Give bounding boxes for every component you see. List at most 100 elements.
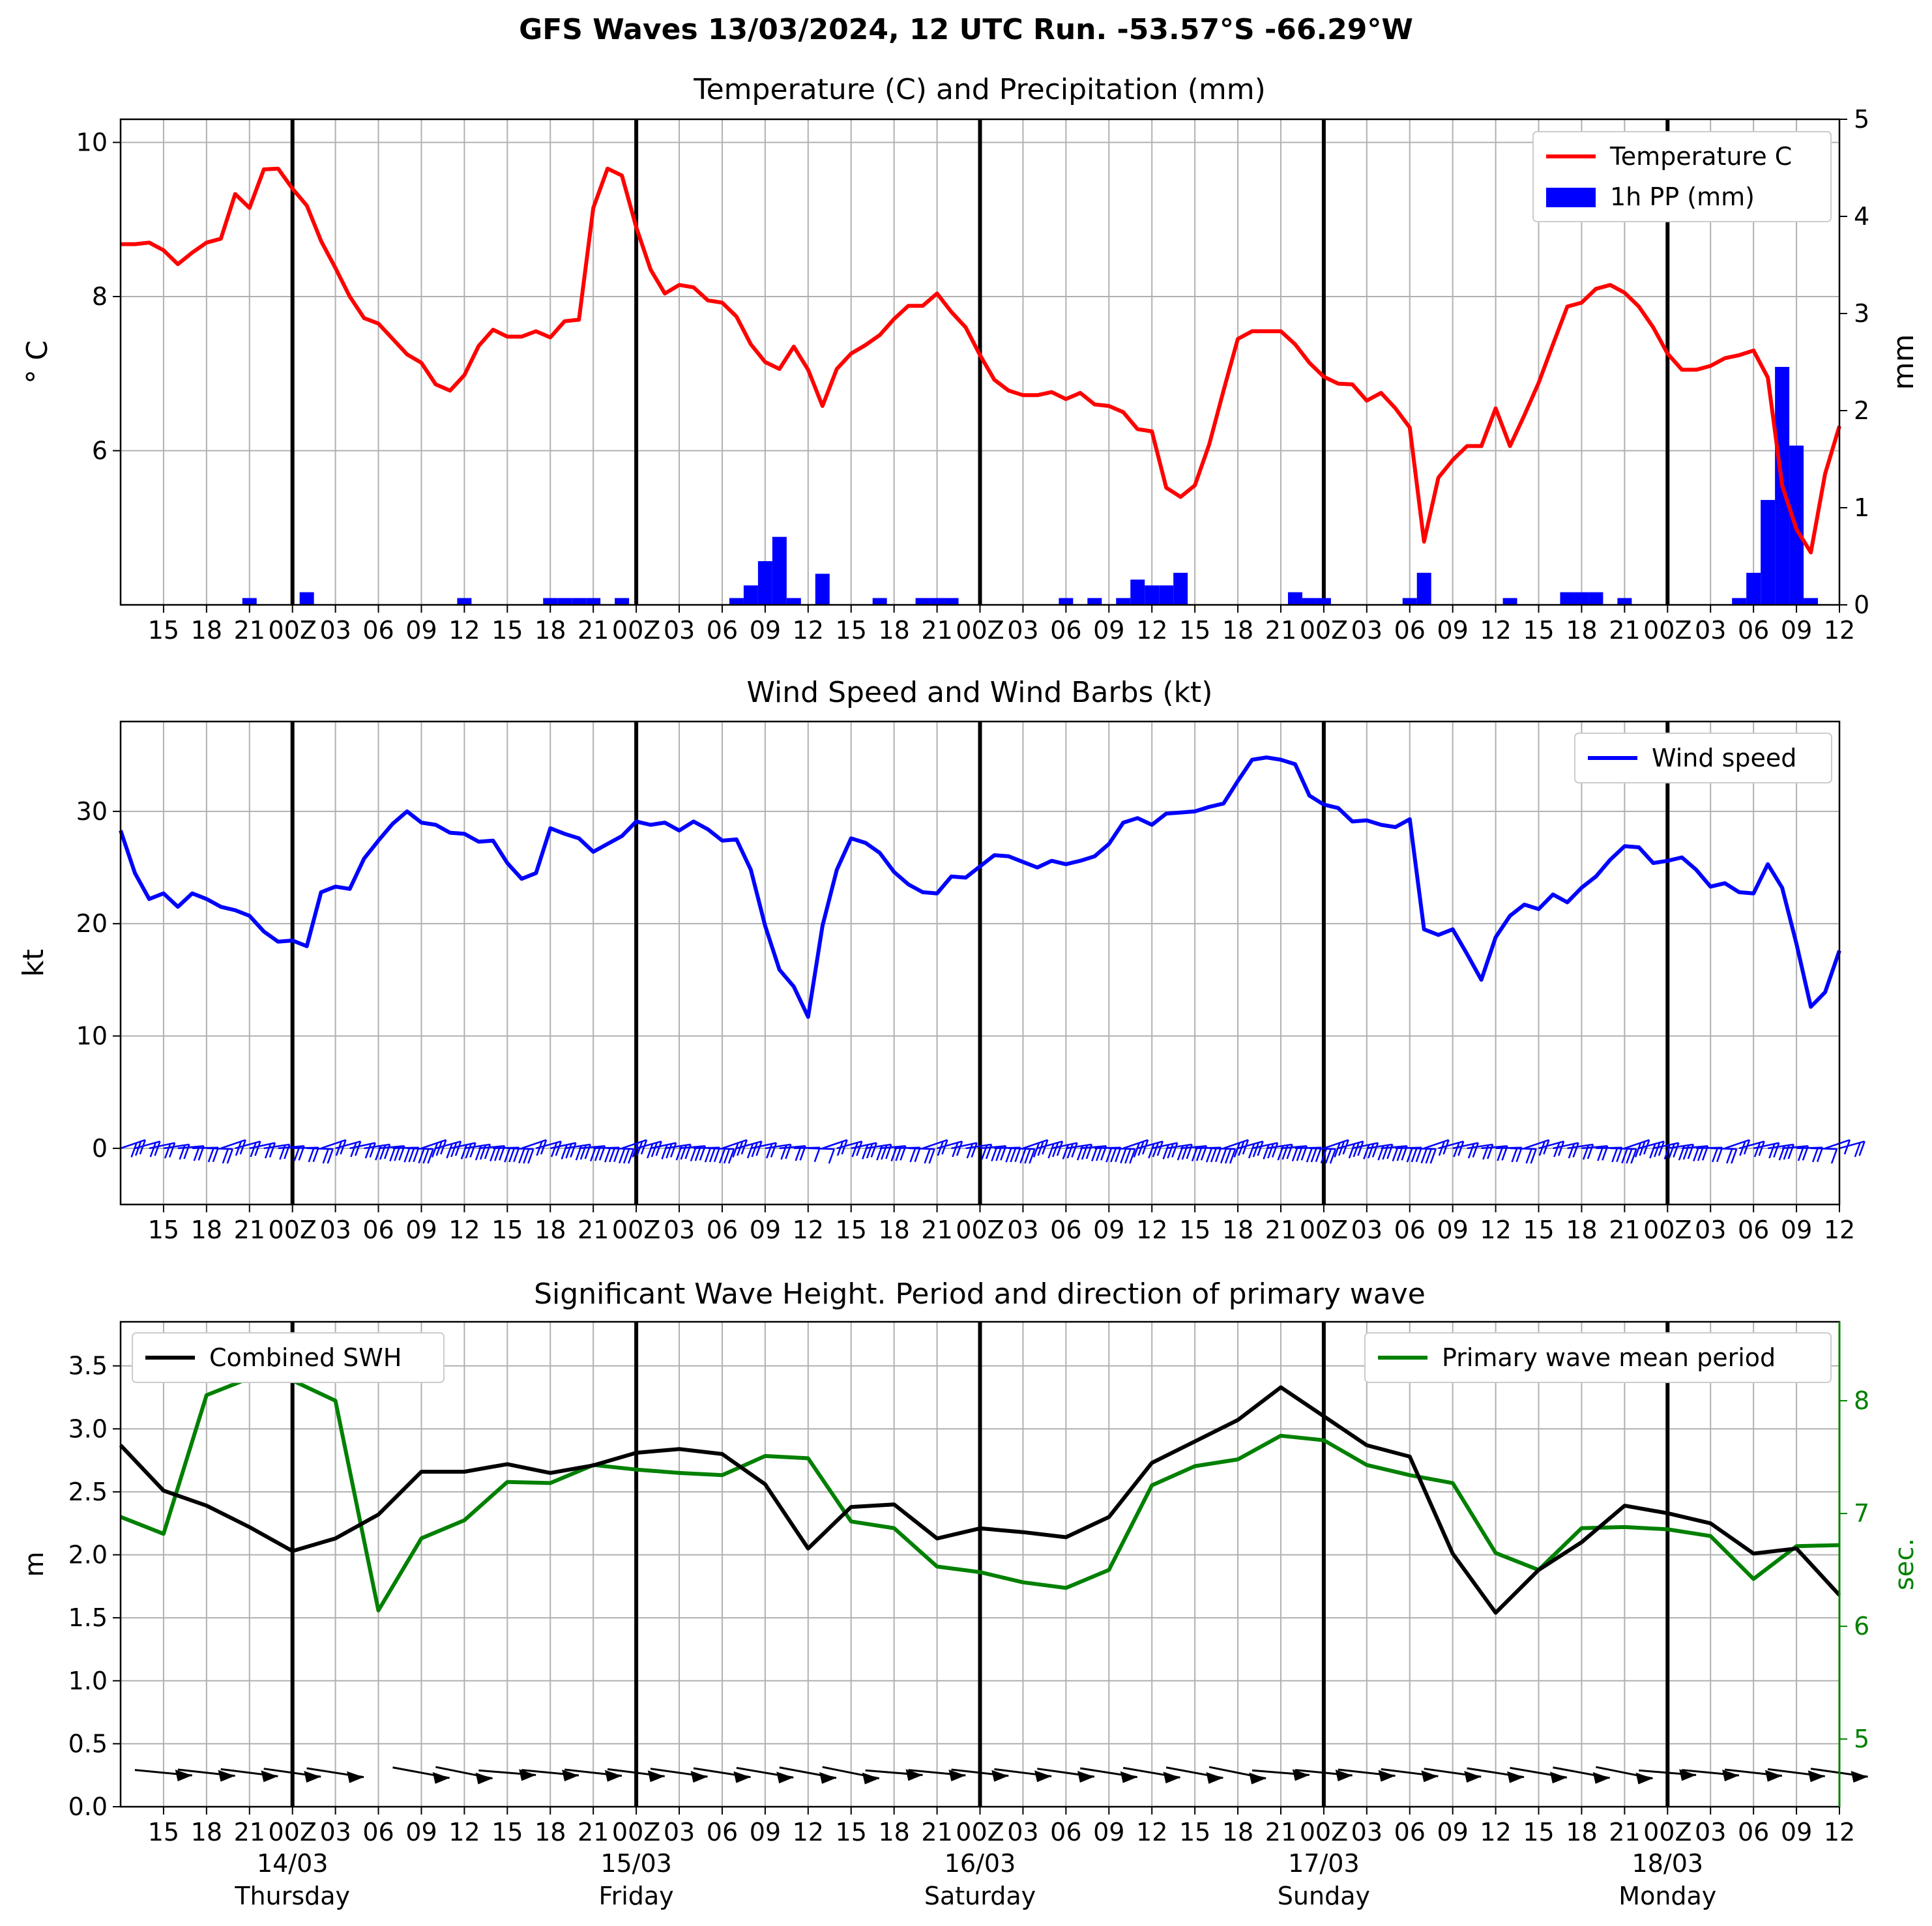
wave-direction-arrowhead	[991, 1770, 1009, 1782]
wind-barb	[1366, 1143, 1394, 1161]
wave-direction-arrowhead	[647, 1770, 665, 1783]
wind-barb	[206, 1147, 233, 1164]
wave-direction-arrowhead	[432, 1772, 450, 1784]
x-tick-label: 21	[234, 1216, 265, 1244]
precip-bar	[1804, 598, 1819, 605]
x-tick-label: 15	[491, 616, 523, 645]
x-tick-label: 06	[1394, 1216, 1426, 1244]
y2-tick-label: 7	[1854, 1499, 1869, 1528]
day-date-label: 17/03	[1288, 1849, 1360, 1878]
x-tick-label: 00Z	[956, 1818, 1004, 1846]
wave-direction-arrowhead	[1635, 1772, 1653, 1785]
precip-bar	[1130, 579, 1145, 605]
x-tick-label: 00Z	[1643, 1216, 1691, 1244]
y-tick-label: 0	[92, 1134, 108, 1163]
wind-barb	[1839, 1140, 1866, 1158]
wave-panel: Significant Wave Height. Period and dire…	[20, 1277, 1920, 1910]
x-tick-label: 15	[1523, 616, 1554, 645]
x-tick-label: 00Z	[269, 1216, 317, 1244]
legend-label: Temperature C	[1609, 142, 1792, 171]
wind-barb	[1796, 1146, 1824, 1163]
x-tick-label: 09	[1093, 1818, 1124, 1846]
wave-direction-arrowhead	[1808, 1770, 1825, 1783]
wind-barb	[607, 1147, 635, 1164]
wind-barb	[507, 1147, 534, 1164]
x-tick-label: 21	[1609, 1818, 1640, 1846]
x-tick-label: 21	[1609, 1216, 1640, 1244]
x-tick-label: 18	[878, 1818, 909, 1846]
wind-barb	[249, 1142, 276, 1159]
wind-barb	[1309, 1147, 1337, 1164]
x-tick-label: 18	[1222, 616, 1253, 645]
precip-bar	[1316, 598, 1331, 605]
precip-bar	[1574, 592, 1589, 605]
wind-barb	[1710, 1147, 1738, 1164]
wave-period-line	[119, 1376, 1840, 1612]
x-tick-label: 15	[148, 1216, 179, 1244]
x-tick-label: 18	[1222, 1216, 1253, 1244]
wind-barb	[464, 1143, 491, 1161]
day-date-label: 15/03	[600, 1849, 672, 1878]
x-tick-label: 12	[1480, 1818, 1511, 1846]
x-tick-label: 18	[878, 1216, 909, 1244]
wave-direction-arrowhead	[1464, 1770, 1482, 1783]
x-tick-label: 21	[1609, 616, 1640, 645]
y2-tick-label: 5	[1854, 1725, 1869, 1753]
y-axis-label: m	[20, 1552, 50, 1577]
x-tick-label: 00Z	[269, 616, 317, 645]
wind-barb	[550, 1142, 577, 1160]
wave-direction-arrowhead	[1335, 1769, 1353, 1781]
wind-barb	[1037, 1140, 1064, 1159]
precip-bar	[457, 598, 472, 605]
x-tick-label: 18	[1222, 1818, 1253, 1846]
wave-direction-arrowhead	[948, 1769, 966, 1781]
x-tick-label: 12	[1824, 616, 1855, 645]
wind-barb	[1080, 1145, 1107, 1161]
wind-barb	[1066, 1143, 1093, 1161]
figure-title: GFS Waves 13/03/2024, 12 UTC Run. -53.57…	[519, 13, 1413, 46]
x-tick-label: 18	[191, 616, 222, 645]
legend-label: 1h PP (mm)	[1610, 182, 1755, 211]
day-name-label: Friday	[599, 1882, 674, 1910]
precip-bar	[1116, 598, 1131, 605]
x-tick-label: 12	[1136, 616, 1167, 645]
wave-direction-arrowhead	[1679, 1769, 1697, 1781]
wind-barb	[865, 1143, 892, 1161]
plot-frame	[119, 118, 1841, 606]
x-tick-label: 00Z	[956, 1216, 1004, 1244]
wave-direction-arrowhead	[1034, 1770, 1052, 1783]
wave-direction-arrowhead	[519, 1769, 536, 1781]
x-tick-label: 21	[234, 1818, 265, 1846]
wind-barb	[1395, 1146, 1422, 1163]
wind-speed-line	[119, 755, 1841, 1019]
wind-barb	[1524, 1139, 1550, 1156]
precip-bar	[1402, 598, 1417, 605]
wind-barb	[693, 1146, 721, 1163]
x-tick-label: 09	[1093, 616, 1124, 645]
precip-bar	[1173, 572, 1188, 605]
x-tick-label: 03	[1351, 616, 1383, 645]
x-tick-label: 00Z	[1300, 1216, 1348, 1244]
x-tick-label: 21	[921, 1818, 952, 1846]
precip-bar	[929, 598, 944, 605]
wind-barb	[1166, 1143, 1193, 1161]
wind-barb	[1137, 1140, 1164, 1159]
wind-barb	[636, 1140, 662, 1159]
precip-bar	[1761, 500, 1776, 605]
wind-barb	[1323, 1139, 1349, 1158]
x-tick-label: 06	[1050, 616, 1081, 645]
x-tick-label: 03	[1007, 1216, 1038, 1244]
precip-bar	[1502, 598, 1517, 605]
wave-direction-arrowhead	[261, 1770, 278, 1783]
y-tick-label: 3.5	[68, 1352, 108, 1380]
precip-bar	[786, 598, 801, 605]
precip-bar	[586, 598, 601, 605]
x-tick-label: 03	[1695, 1216, 1726, 1244]
x-tick-label: 15	[1523, 1818, 1554, 1846]
x-tick-label: 00Z	[1300, 1818, 1348, 1846]
x-tick-label: 03	[664, 1216, 695, 1244]
y-tick-label: 10	[76, 128, 108, 156]
x-tick-label: 00Z	[1643, 1818, 1691, 1846]
wind-barb	[1610, 1147, 1637, 1164]
